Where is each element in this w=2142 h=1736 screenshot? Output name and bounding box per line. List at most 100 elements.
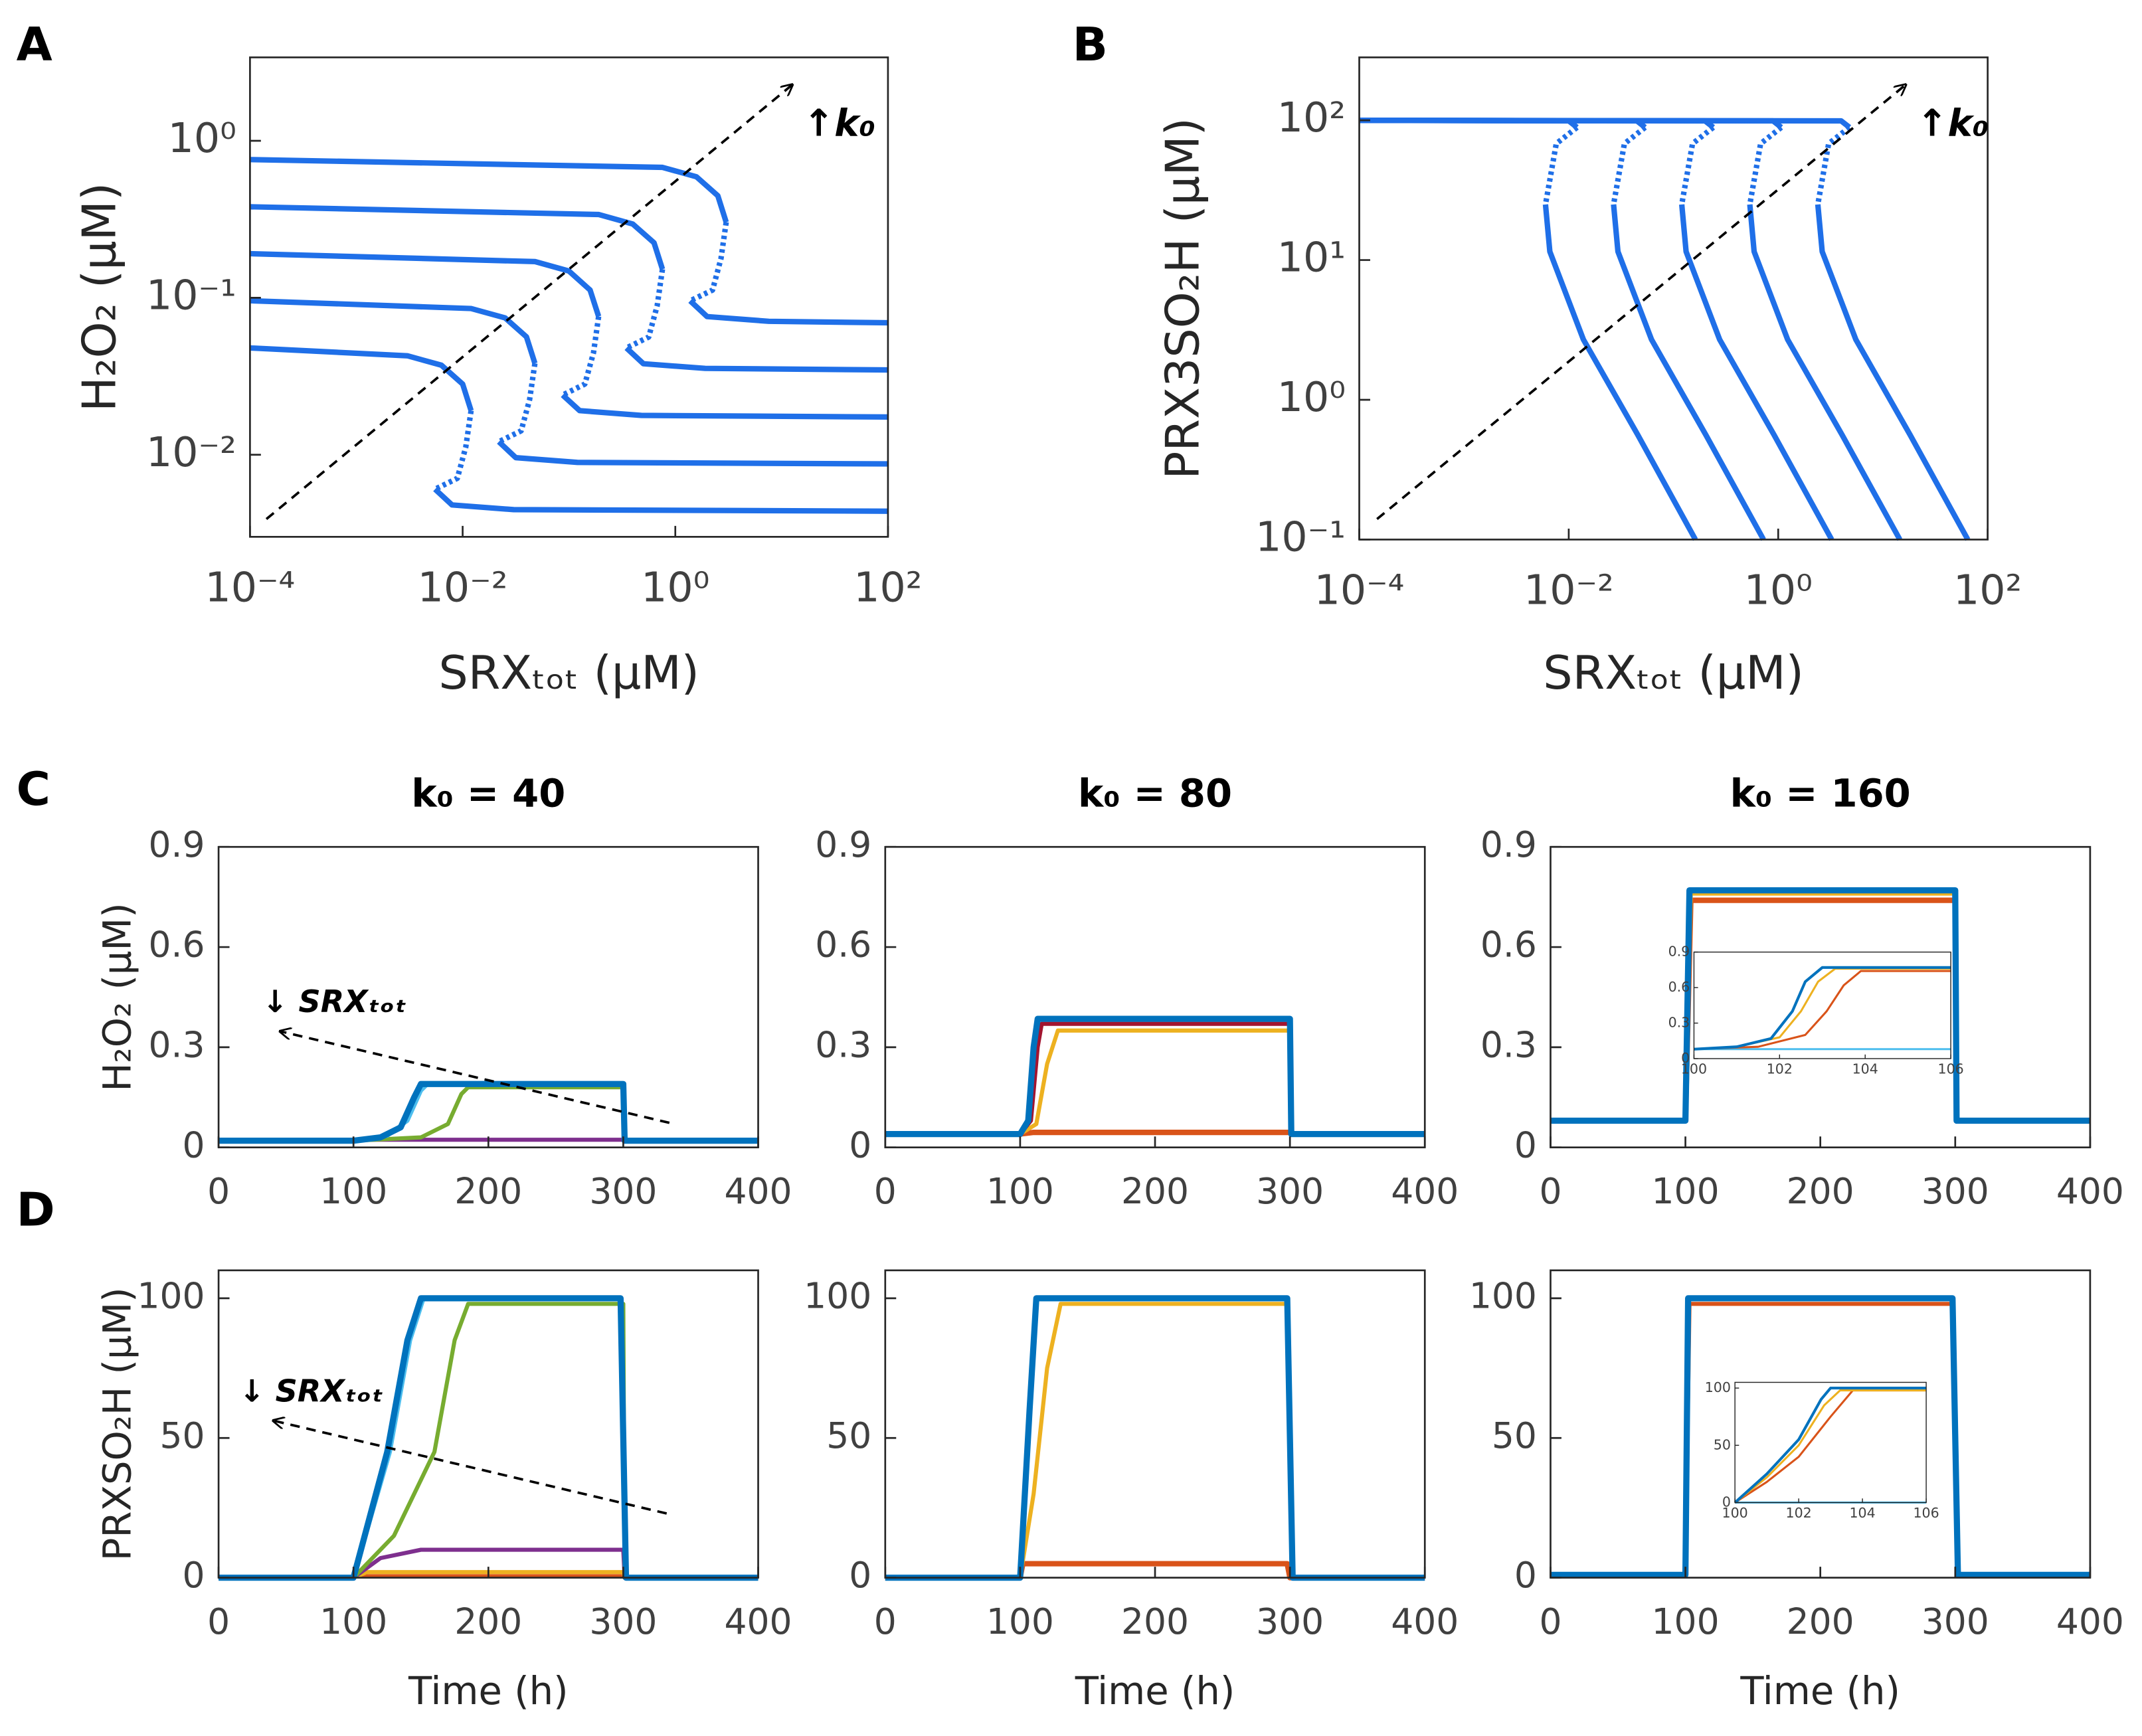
line-series: [1550, 887, 2090, 1124]
x-tick-label: 200: [1787, 1601, 1854, 1642]
y-tick-label: 0.6: [1480, 924, 1537, 966]
line-series: [1542, 204, 1698, 541]
x-tick-label: 0: [207, 1170, 230, 1212]
y-tick-label: 10⁰: [168, 114, 236, 162]
x-tick-label: 400: [2056, 1601, 2124, 1642]
y-tick-label: 0: [182, 1124, 205, 1166]
y-tick-label: 0.9: [1480, 824, 1537, 865]
plot: 100 102 104 106 0 50 100: [1705, 1379, 1939, 1521]
y-tick-label: 10²: [1277, 94, 1346, 141]
plot-area: [1694, 952, 1951, 1059]
panel-label: B: [1073, 18, 1108, 72]
x-tick-label: 200: [1121, 1601, 1189, 1642]
y-tick-label: 0: [849, 1124, 871, 1166]
figure-body: A B C D 10⁻⁴ 10⁻² 10⁰ 10² 10⁻² 10⁻¹ 10⁰ SRXₜₒₜ (μM)…: [17, 18, 2124, 1713]
line-series: [561, 392, 888, 420]
y-tick-label: 0.3: [815, 1024, 871, 1066]
y-tick-label: 10⁻¹: [1255, 513, 1346, 561]
y-tick-label: 0.3: [1480, 1024, 1537, 1066]
x-axis-label: Time (h): [1740, 1669, 1900, 1713]
x-tick-label: 100: [319, 1601, 387, 1642]
y-axis-label: H₂O₂ (μM): [96, 903, 140, 1091]
line-series: [1734, 1387, 1927, 1504]
chart-title: k₀ = 40: [411, 772, 565, 816]
line-series: [219, 1295, 759, 1581]
y-tick-label: 100: [137, 1275, 205, 1317]
line-series: [1611, 204, 1766, 541]
y-tick-label: 0.6: [148, 924, 205, 966]
plot: 0 100 200 300 400 0 50 100 Time (h): [804, 1269, 1459, 1713]
x-tick-label: 400: [1391, 1601, 1459, 1642]
x-tick-label: 104: [1852, 1061, 1878, 1077]
plot-area: [1359, 57, 1988, 540]
line-series: [250, 157, 729, 223]
x-tick-label: 10⁻⁴: [1314, 566, 1405, 614]
y-tick-label: 50: [1714, 1436, 1731, 1452]
y-tick-label: 0: [1514, 1554, 1537, 1596]
x-tick-label: 100: [986, 1170, 1054, 1212]
y-tick-label: 10⁻¹: [146, 271, 236, 319]
plot: 0 100 200 300 400 0 50 100 Time (h) PRXSO₂H (μM) ↓…: [96, 1269, 792, 1713]
x-tick-label: 0: [1539, 1170, 1562, 1212]
y-tick-label: 50: [826, 1415, 871, 1456]
x-tick-label: 104: [1849, 1505, 1875, 1521]
plot-area: [885, 1270, 1425, 1578]
chart-title: k₀ = 80: [1078, 772, 1232, 816]
panel-label: A: [17, 18, 52, 72]
annotation: ↓ SRXₜₒₜ: [262, 984, 406, 1019]
x-tick-label: 200: [1121, 1170, 1189, 1212]
line-series: [1694, 966, 1951, 1051]
line-series: [1542, 125, 1579, 205]
x-tick-label: 102: [1786, 1505, 1812, 1521]
y-axis-label: H₂O₂ (μM): [72, 183, 126, 412]
annotation: ↑k₀: [803, 102, 875, 145]
y-tick-label: 0.3: [1668, 1015, 1690, 1031]
line-series: [1694, 970, 1951, 1051]
x-tick-label: 106: [1913, 1505, 1939, 1521]
x-tick-label: 300: [1256, 1601, 1324, 1642]
x-axis-label: SRXₜₒₜ (μM): [438, 646, 699, 700]
annotation: ↑k₀: [1917, 102, 1989, 145]
line-series: [1550, 1295, 2090, 1579]
x-tick-label: 300: [589, 1601, 657, 1642]
plot: 10⁻⁴ 10⁻² 10⁰ 10² 10⁻¹ 10⁰ 10¹ 10² SRXₜₒₜ (μM) PR…: [1156, 56, 2022, 700]
x-tick-label: 102: [1767, 1061, 1793, 1077]
x-tick-label: 300: [1921, 1601, 1989, 1642]
line-series: [1679, 125, 1716, 205]
x-tick-label: 200: [454, 1601, 522, 1642]
plot: 0 100 200 300 400 0 0.3 0.6 0.9 k₀ = 40 H₂O₂ (μM) ↓…: [96, 772, 792, 1212]
x-tick-label: 10⁻²: [418, 564, 508, 612]
line-series: [624, 345, 888, 373]
x-tick-label: 300: [589, 1170, 657, 1212]
y-tick-label: 50: [159, 1415, 205, 1456]
y-tick-label: 50: [1492, 1415, 1537, 1456]
x-tick-label: 0: [874, 1601, 897, 1642]
x-tick-label: 106: [1938, 1061, 1964, 1077]
x-tick-label: 10⁰: [641, 564, 709, 612]
x-tick-label: 10⁻⁴: [205, 564, 295, 612]
x-tick-label: 200: [454, 1170, 522, 1212]
y-axis-label: PRXSO₂H (μM): [96, 1287, 140, 1561]
annotation-arrow: [273, 1421, 668, 1515]
line-series: [885, 1015, 1425, 1138]
x-tick-label: 100: [319, 1170, 387, 1212]
y-tick-label: 0.3: [148, 1024, 205, 1066]
x-tick-label: 100: [1652, 1170, 1720, 1212]
line-series: [1611, 125, 1647, 205]
y-tick-label: 0: [1514, 1124, 1537, 1166]
x-axis-label: Time (h): [408, 1669, 569, 1713]
line-series: [1359, 118, 1852, 130]
y-tick-label: 0.9: [1668, 944, 1690, 960]
y-tick-label: 0.9: [815, 824, 871, 865]
plot-frame: [1734, 1381, 1927, 1504]
x-tick-label: 100: [986, 1601, 1054, 1642]
x-tick-label: 400: [724, 1170, 792, 1212]
y-tick-label: 0.9: [148, 824, 205, 865]
y-tick-label: 100: [1705, 1379, 1731, 1395]
x-tick-label: 200: [1787, 1170, 1854, 1212]
x-tick-label: 100: [1652, 1601, 1720, 1642]
plot: 10⁻⁴ 10⁻² 10⁰ 10² 10⁻² 10⁻¹ 10⁰ SRXₜₒₜ (μM) H₂O₂…: [72, 56, 923, 700]
x-tick-label: 400: [724, 1601, 792, 1642]
plot-frame: [1693, 951, 1951, 1059]
y-axis-label: PRX3SO₂H (μM): [1156, 118, 1209, 479]
